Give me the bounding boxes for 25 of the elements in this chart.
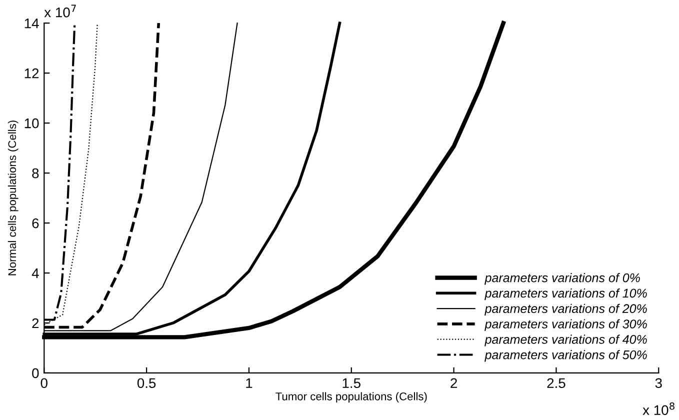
legend-label: parameters variations of 30%: [484, 319, 647, 331]
legend-label: parameters variations of 20%: [484, 304, 647, 316]
x-axis-title: Tumor cells populations (Cells): [276, 392, 427, 403]
x-tick-label: 0: [40, 378, 48, 388]
y-tick-label: 14: [24, 18, 39, 28]
x-tick-label: 1.5: [342, 378, 360, 388]
y-tick-label: 8: [32, 168, 39, 178]
x-tick-label: 2.5: [547, 378, 566, 388]
text: x 10$^{8}$: [642, 402, 674, 416]
x-tick-label: 1: [246, 378, 252, 388]
legend-label: parameters variations of 0%: [484, 273, 640, 285]
y-tick-label: 0: [32, 368, 39, 378]
y-tick-label: 10: [24, 118, 39, 128]
legend-label: parameters variations of 10%: [484, 288, 647, 300]
y-tick-label: 2: [32, 318, 39, 328]
y-tick-label: 6: [32, 218, 39, 228]
x-tick-label: 3: [655, 378, 662, 388]
legend-label: parameters variations of 40%: [484, 334, 647, 346]
y-axis-title: Normal cells populations (Cells): [8, 120, 18, 276]
y-tick-label: 12: [24, 68, 39, 78]
y-tick-label: 4: [32, 268, 39, 278]
x-tick-label: 2: [450, 378, 457, 388]
text: x 10$^{7}$: [44, 4, 76, 18]
legend-label: parameters variations of 50%: [484, 350, 647, 362]
x-tick-label: 0.5: [137, 378, 156, 388]
